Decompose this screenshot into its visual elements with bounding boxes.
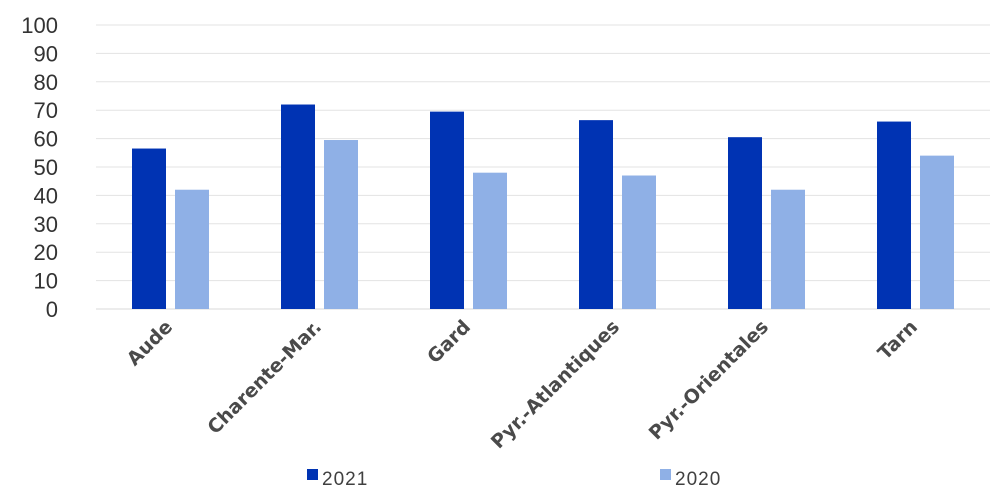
bar-2020-2 — [473, 172, 507, 309]
x-axis-labels: Aude Charente-Mar. Gard Pyr.-Atlantiques Pyr… — [123, 316, 922, 453]
legend-swatch-2020 — [660, 469, 671, 480]
bar-2020-1 — [324, 140, 358, 309]
bar-2021-2 — [430, 111, 464, 310]
bar-2021-5 — [877, 121, 911, 309]
y-tick-label: 30 — [34, 212, 58, 237]
bar-2021-3 — [579, 120, 613, 309]
x-tick-label: Aude — [123, 316, 177, 370]
x-tick-label: Tarn — [874, 316, 922, 364]
y-tick-label: 70 — [34, 98, 58, 123]
bar-2020-4 — [771, 189, 805, 309]
y-tick-label: 20 — [34, 240, 58, 265]
bar-2020-3 — [622, 175, 656, 309]
y-tick-label: 90 — [34, 41, 58, 66]
y-tick-label: 100 — [21, 13, 58, 38]
y-tick-label: 80 — [34, 70, 58, 95]
legend-swatch-2021 — [307, 469, 318, 480]
y-tick-label: 50 — [34, 155, 58, 180]
x-tick-label: Pyr.-Atlantiques — [487, 316, 624, 453]
bar-2021-4 — [728, 137, 762, 309]
bar-2020-0 — [175, 189, 209, 309]
y-tick-label: 60 — [34, 127, 58, 152]
gridlines — [96, 24, 990, 310]
legend: 2021 2020 — [307, 469, 721, 487]
legend-label-2020: 2020 — [675, 469, 721, 487]
bar-2021-0 — [132, 148, 166, 309]
bar-2021-1 — [281, 104, 315, 310]
x-tick-label: Pyr.-Orientales — [645, 316, 773, 444]
y-axis-ticks: 0 10 20 30 40 50 60 70 80 90 100 — [21, 13, 58, 322]
y-tick-label: 10 — [34, 269, 58, 294]
y-tick-label: 0 — [46, 297, 58, 322]
legend-label-2021: 2021 — [322, 469, 368, 487]
y-tick-label: 40 — [34, 183, 58, 208]
bar-2020-5 — [920, 155, 954, 309]
x-tick-label: Charente-Mar. — [203, 316, 326, 439]
x-tick-label: Gard — [423, 316, 475, 368]
bars — [132, 104, 954, 310]
